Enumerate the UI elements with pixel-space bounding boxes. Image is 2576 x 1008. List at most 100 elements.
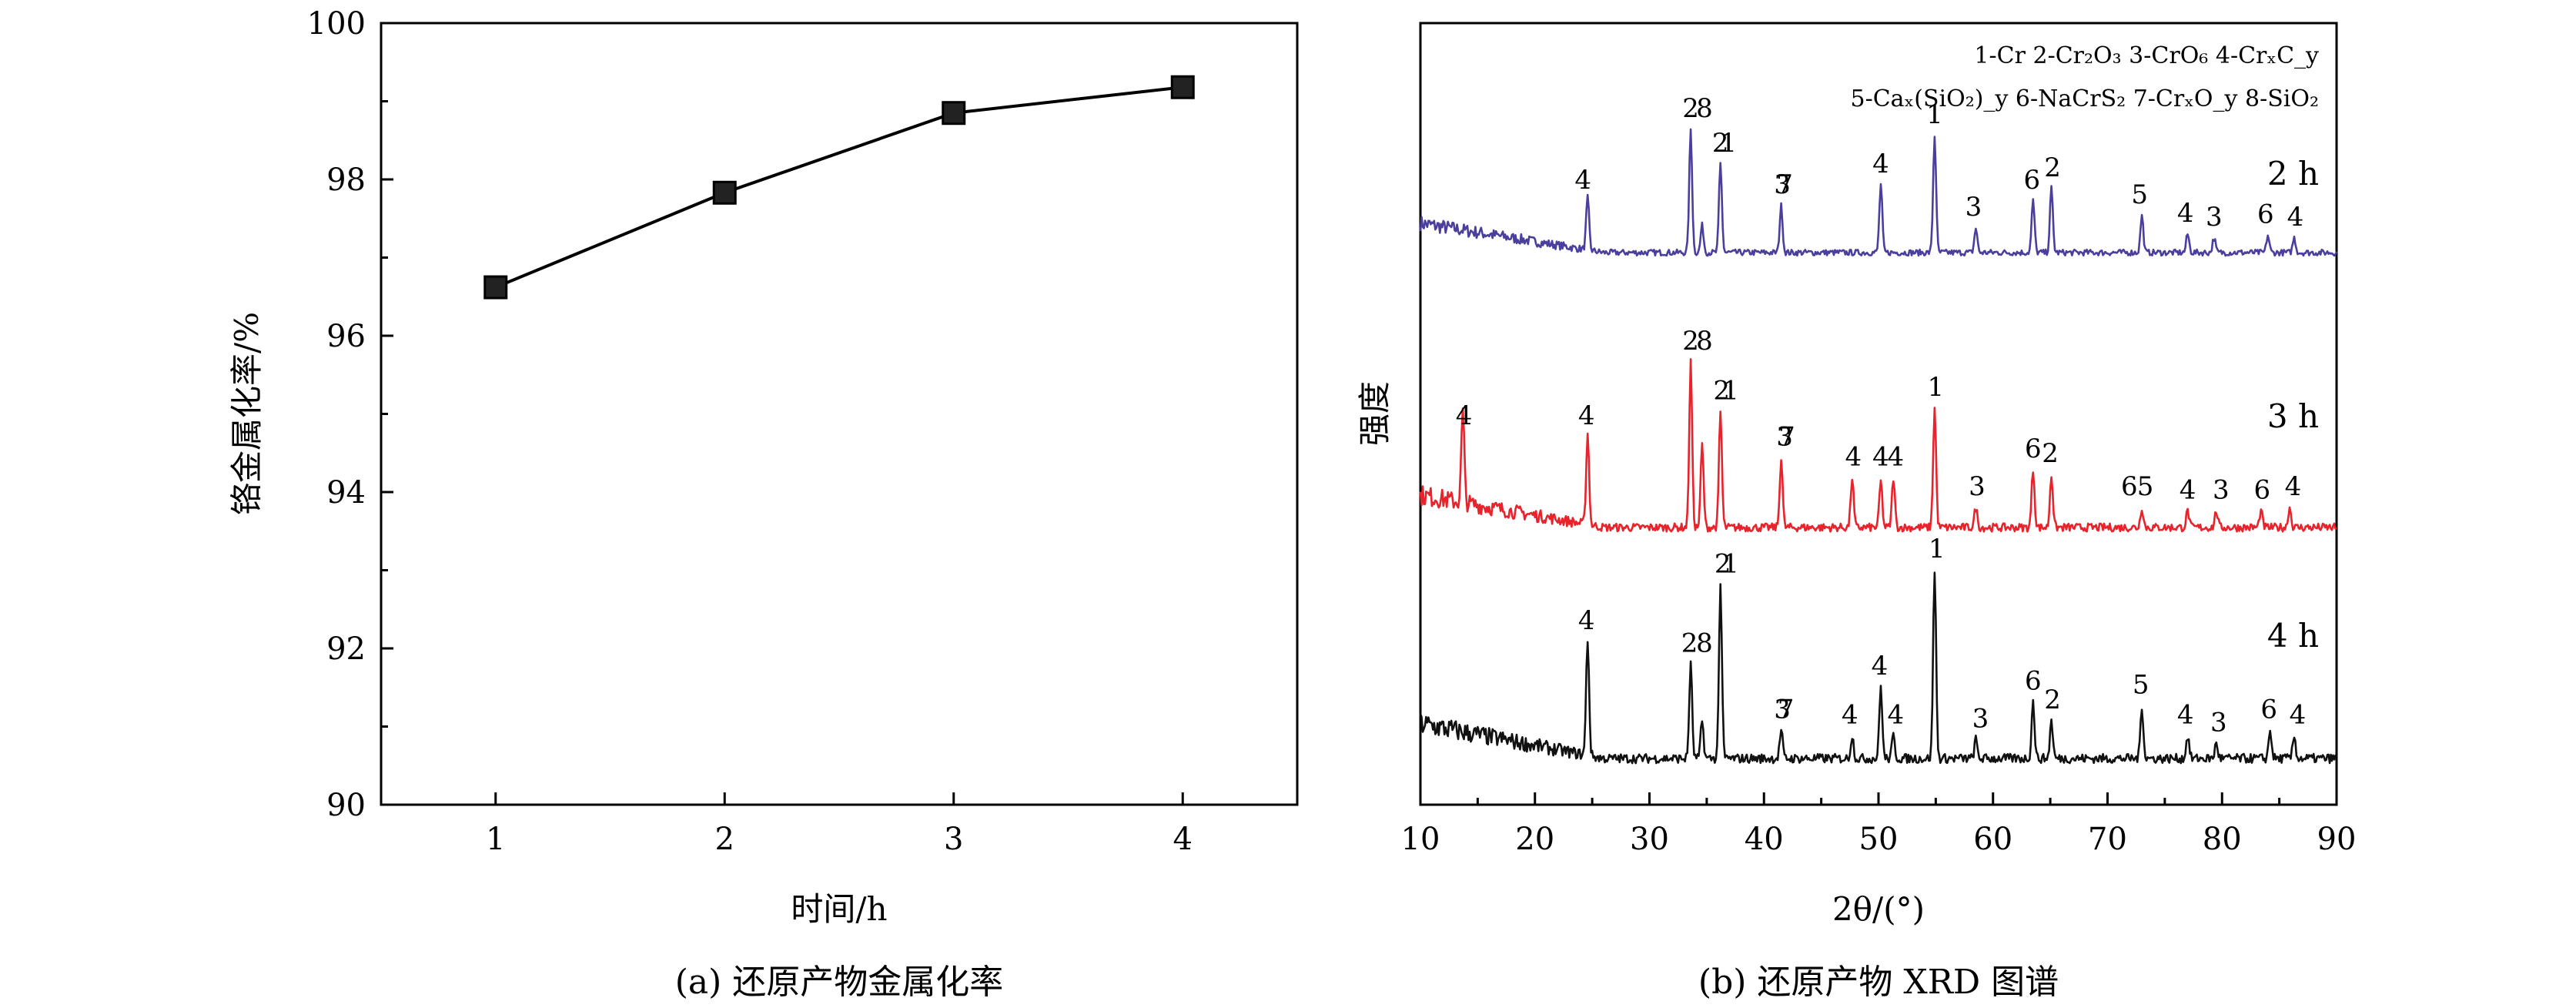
peak-label: 4 xyxy=(1845,442,1862,473)
series-b xyxy=(1419,128,2338,765)
peak-label: 3 xyxy=(1774,694,1791,725)
peak-label: 4 xyxy=(1872,442,1889,473)
peak-label: 4 xyxy=(1872,651,1889,681)
peak-label: 1 xyxy=(1720,128,1737,159)
xrd-trace xyxy=(1419,571,2337,765)
legend-line-2: 5-Caₓ(SiO₂)_y 6-NaCrS₂ 7-CrₓO_y 8-SiO₂ xyxy=(1850,85,2319,112)
peak-label: 6 xyxy=(2025,434,2042,464)
x-tick-label: 80 xyxy=(2203,822,2242,857)
peak-label: 5 xyxy=(2137,471,2154,502)
peak-label: 7 xyxy=(1778,694,1795,725)
peak-label: 4 xyxy=(2287,202,2304,233)
caption-a: (a) 还原产物金属化率 xyxy=(675,963,1004,1002)
y-tick-label: 100 xyxy=(307,6,366,42)
data-point xyxy=(942,101,966,126)
x-tick-label: 90 xyxy=(2317,822,2357,857)
peak-label: 5 xyxy=(2131,179,2148,210)
peak-label: 6 xyxy=(2257,199,2274,230)
series-label: 2 h xyxy=(2267,155,2319,193)
x-tick-label: 1 xyxy=(486,822,505,857)
data-point xyxy=(712,180,737,205)
x-tick-label: 4 xyxy=(1173,822,1193,857)
data-point xyxy=(483,275,508,300)
x-tick-label: 70 xyxy=(2088,822,2127,857)
x-ticks-a: 1 2 3 4 xyxy=(486,792,1193,857)
peak-label: 6 xyxy=(2121,471,2138,502)
peak-label: 2 xyxy=(1712,128,1729,159)
y-ticks-a: 90 92 94 96 98 100 xyxy=(307,6,393,823)
peak-label: 6 xyxy=(2260,694,2277,725)
peak-label: 7 xyxy=(1776,169,1793,200)
peak-label: 3 xyxy=(1972,704,1989,735)
peak-label: 1 xyxy=(1928,372,1945,403)
peak-label: 7 xyxy=(1778,422,1795,453)
peak-label: 4 xyxy=(2180,475,2196,506)
peak-label: 2 xyxy=(1715,549,1731,580)
peak-label: 2 xyxy=(1681,628,1698,659)
x-axis-label-a: 时间/h xyxy=(791,890,887,928)
data-point xyxy=(1170,75,1195,99)
y-tick-label: 92 xyxy=(326,631,366,667)
peak-label: 1 xyxy=(1722,376,1739,407)
plot-frame-b xyxy=(1419,22,2338,806)
peak-label: 4 xyxy=(1456,400,1473,431)
peak-label: 8 xyxy=(1696,326,1713,357)
x-axis-label-b: 2θ/(°) xyxy=(1832,890,1925,928)
peak-label: 4 xyxy=(1842,700,1858,731)
peak-label: 2 xyxy=(2044,685,2061,715)
x-ticks-b: 10 20 30 40 50 60 70 80 90 xyxy=(1401,792,2357,857)
y-tick-label: 98 xyxy=(326,162,366,198)
peak-label: 6 xyxy=(2024,165,2041,196)
series-label: 4 h xyxy=(2267,617,2319,655)
plot-frame-a xyxy=(380,22,1299,806)
peak-label: 3 xyxy=(1774,169,1791,200)
peak-label: 1 xyxy=(1926,99,1943,130)
peak-label: 4 xyxy=(1887,700,1904,731)
x-tick-label: 50 xyxy=(1859,822,1899,857)
peak-label: 3 xyxy=(2210,707,2227,738)
peak-label: 3 xyxy=(2213,475,2230,506)
y-axis-label-a: 铬金属化率/% xyxy=(228,312,266,515)
peak-label: 2 xyxy=(2044,152,2061,183)
xrd-trace xyxy=(1419,128,2338,257)
peak-label: 4 xyxy=(1578,605,1595,636)
x-tick-label: 2 xyxy=(715,822,734,857)
peak-label: 8 xyxy=(1696,628,1713,659)
peak-label: 8 xyxy=(1696,93,1713,124)
peak-label: 4 xyxy=(2177,198,2194,229)
peak-label: 4 xyxy=(1872,149,1889,179)
peak-label: 1 xyxy=(1722,549,1739,580)
peak-label: 2 xyxy=(1713,376,1730,407)
y-axis-label-b: 强度 xyxy=(1356,381,1393,446)
x-tick-label: 40 xyxy=(1745,822,1784,857)
peak-label: 4 xyxy=(1578,400,1595,431)
x-tick-label: 10 xyxy=(1401,822,1440,857)
peak-label: 5 xyxy=(2133,669,2149,700)
x-tick-label: 20 xyxy=(1515,822,1554,857)
peak-label: 1 xyxy=(1929,534,1945,564)
peak-label: 4 xyxy=(1574,165,1591,196)
peak-label: 3 xyxy=(1969,471,1986,502)
y-tick-label: 96 xyxy=(326,319,366,354)
peak-label: 6 xyxy=(2253,475,2270,506)
peak-label: 2 xyxy=(2042,438,2059,469)
peak-label: 4 xyxy=(2285,471,2302,502)
peak-label: 4 xyxy=(2177,700,2194,731)
y-tick-label: 90 xyxy=(326,788,366,823)
series-line xyxy=(494,85,1183,289)
peak-label: 6 xyxy=(2025,666,2042,697)
peak-label: 3 xyxy=(1776,422,1793,453)
xrd-trace xyxy=(1419,358,2337,533)
y-tick-label: 94 xyxy=(326,475,366,511)
legend-line-1: 1-Cr 2-Cr₂O₃ 3-CrO₆ 4-CrₓC_y xyxy=(1974,42,2319,69)
peak-label: 2 xyxy=(1682,326,1699,357)
x-tick-label: 30 xyxy=(1630,822,1669,857)
peak-label: 3 xyxy=(2206,202,2223,233)
peak-label: 4 xyxy=(2290,700,2307,731)
panel-a: 90 92 94 96 98 100 1 2 3 4 铬金属化率/% 时间/h (a) 还原产物… xyxy=(228,6,1299,1002)
peak-label: 3 xyxy=(1965,192,1982,223)
